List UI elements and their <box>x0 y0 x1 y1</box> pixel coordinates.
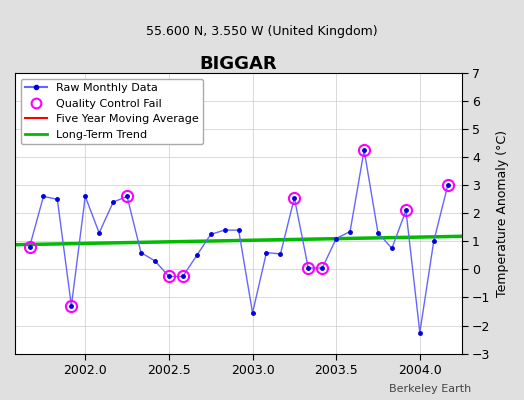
Text: Berkeley Earth: Berkeley Earth <box>389 384 472 394</box>
Text: 55.600 N, 3.550 W (United Kingdom): 55.600 N, 3.550 W (United Kingdom) <box>146 25 378 38</box>
Title: BIGGAR: BIGGAR <box>200 55 277 73</box>
Y-axis label: Temperature Anomaly (°C): Temperature Anomaly (°C) <box>496 130 509 297</box>
Legend: Raw Monthly Data, Quality Control Fail, Five Year Moving Average, Long-Term Tren: Raw Monthly Data, Quality Control Fail, … <box>20 78 203 144</box>
